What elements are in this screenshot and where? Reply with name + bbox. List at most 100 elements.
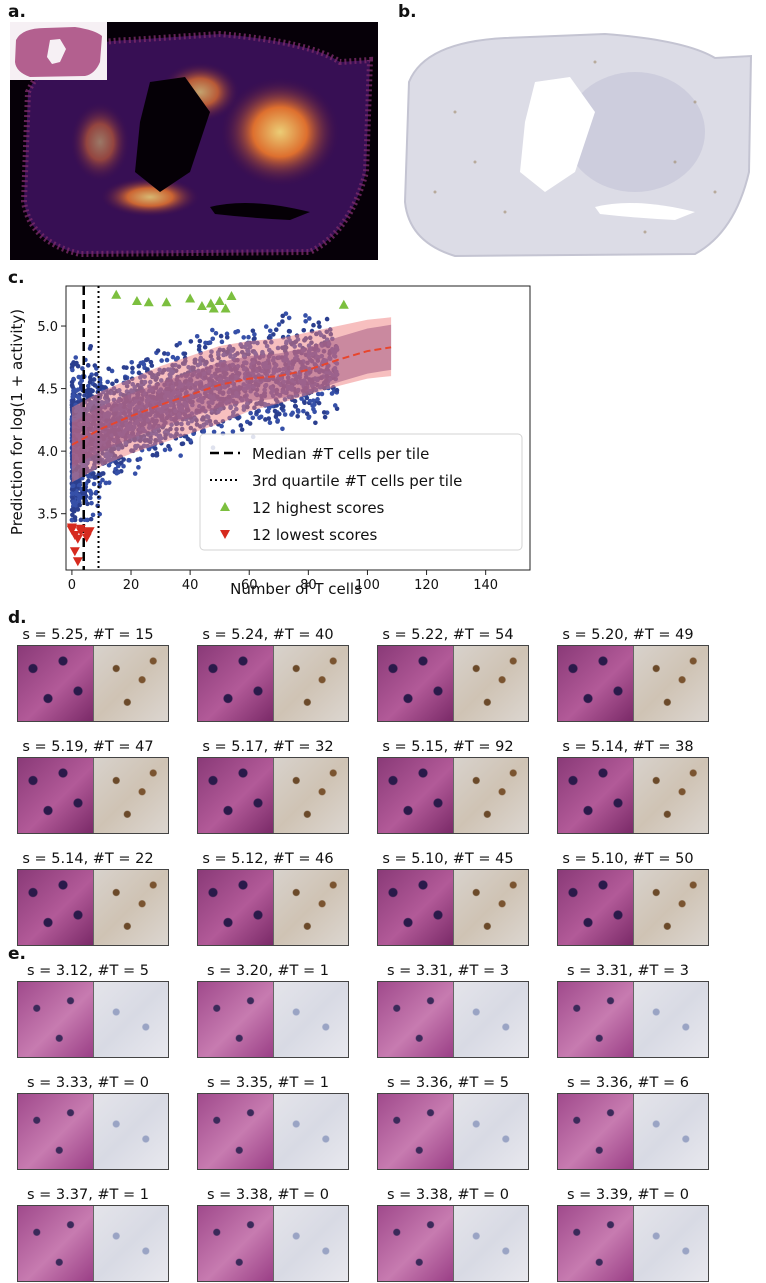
scatter-point xyxy=(129,359,135,365)
scatter-point xyxy=(85,387,91,393)
scatter-point xyxy=(121,365,127,370)
scatter-point xyxy=(334,387,340,393)
scatter-point xyxy=(246,334,251,340)
tile-pair-group: s = 3.31, #T = 3 xyxy=(552,963,709,1059)
scatter-point xyxy=(306,415,311,421)
scatter-point xyxy=(250,328,256,334)
scatter-point xyxy=(130,365,135,371)
scatter-point xyxy=(252,332,257,337)
scatter-point xyxy=(321,410,327,415)
tile-score-label: s = 3.36, #T = 6 xyxy=(566,1075,690,1091)
tile-pair-group: s = 3.36, #T = 5 xyxy=(372,1075,529,1171)
tile-score-label: s = 5.12, #T = 46 xyxy=(202,851,334,867)
scatter-point xyxy=(299,396,304,401)
scatter-point xyxy=(109,368,115,374)
scatter-point xyxy=(290,410,295,416)
scatter-point xyxy=(254,409,260,415)
scatter-chart: Prediction for log(1 + activity) Number … xyxy=(8,285,531,598)
tile-image-pair xyxy=(377,981,529,1058)
scatter-point xyxy=(144,357,149,363)
x-tick-label: 100 xyxy=(355,578,380,593)
scatter-point xyxy=(155,348,161,353)
ihc-tile-image xyxy=(93,1094,168,1169)
ihc-tile-image xyxy=(453,982,528,1057)
scatter-point xyxy=(316,400,322,406)
scatter-point xyxy=(197,338,203,344)
tile-pair-group: s = 5.22, #T = 54 xyxy=(372,627,529,723)
scatter-point xyxy=(224,331,230,337)
he-tile-image xyxy=(18,1094,94,1169)
tile-image-pair xyxy=(377,869,529,946)
scatter-point xyxy=(248,410,253,416)
tile-pair-group: s = 3.31, #T = 3 xyxy=(372,963,529,1059)
scatter-point xyxy=(100,477,105,483)
activity-heatmap-image xyxy=(10,22,378,260)
tile-score-label: s = 3.38, #T = 0 xyxy=(386,1187,510,1203)
tile-image-pair xyxy=(197,869,349,946)
scatter-point xyxy=(177,340,183,346)
scatter-point xyxy=(106,366,112,372)
confidence-band xyxy=(71,317,392,483)
tile-pair-group: s = 3.36, #T = 6 xyxy=(552,1075,709,1171)
x-tick-label: 80 xyxy=(300,578,317,593)
scatter-point xyxy=(110,381,115,387)
he-tile-image xyxy=(18,982,94,1057)
scatter-point xyxy=(105,379,110,385)
he-tile-image xyxy=(558,982,634,1057)
scatter-point xyxy=(170,354,176,360)
scatter-point xyxy=(322,414,328,420)
scatter-point xyxy=(180,441,186,446)
scatter-point xyxy=(272,408,278,414)
scatter-point xyxy=(159,358,164,363)
tile-pair-group: s = 5.12, #T = 46 xyxy=(192,851,349,947)
tile-score-label: s = 3.20, #T = 1 xyxy=(206,963,330,979)
he-tile-image xyxy=(18,646,94,721)
scatter-point xyxy=(332,403,338,408)
lowest-score-marker xyxy=(81,533,92,543)
tile-image-pair xyxy=(197,1093,349,1170)
he-tile-image xyxy=(18,758,94,833)
y-tick-label: 4.5 xyxy=(37,383,58,398)
scatter-point xyxy=(239,427,245,432)
he-tile-image xyxy=(18,1206,94,1281)
x-tick-label: 0 xyxy=(68,578,76,593)
scatter-point xyxy=(286,315,292,321)
scatter-point xyxy=(70,499,76,505)
x-tick-label: 20 xyxy=(123,578,140,593)
tile-image-pair xyxy=(197,1205,349,1282)
scatter-point xyxy=(114,470,120,476)
lowest-score-marker xyxy=(69,547,80,557)
scatter-point xyxy=(114,378,119,384)
scatter-point xyxy=(100,471,106,476)
scatter-point xyxy=(93,372,99,377)
scatter-point xyxy=(82,393,87,398)
x-axis-label: Number of T cells xyxy=(230,580,362,598)
scatter-point xyxy=(90,512,96,518)
highest-score-marker xyxy=(131,296,142,306)
highest-score-marker xyxy=(208,303,219,313)
scatter-point xyxy=(252,336,257,341)
tile-pair-group: s = 5.17, #T = 32 xyxy=(192,739,349,835)
tile-score-label: s = 3.36, #T = 5 xyxy=(386,1075,510,1091)
ihc-tile-image xyxy=(453,758,528,833)
panel-label-a: a. xyxy=(8,2,26,22)
scatter-point xyxy=(311,322,316,328)
scatter-point xyxy=(85,517,90,523)
scatter-point xyxy=(80,366,85,371)
scatter-point xyxy=(283,311,289,316)
scatter-point xyxy=(235,328,241,334)
scatter-point xyxy=(266,416,272,421)
ihc-tile-image xyxy=(453,870,528,945)
he-tile-image xyxy=(558,646,634,721)
tile-image-pair xyxy=(557,981,709,1058)
scatter-point xyxy=(257,415,262,421)
scatter-point xyxy=(307,316,312,321)
lowest-score-marker xyxy=(66,524,77,534)
tile-pair-group: s = 5.24, #T = 40 xyxy=(192,627,349,723)
thumbnail-svg xyxy=(10,22,107,80)
he-tile-image xyxy=(198,758,274,833)
tile-pair-group: s = 5.10, #T = 45 xyxy=(372,851,529,947)
scatter-point xyxy=(304,411,310,416)
trend-line xyxy=(71,346,392,446)
tile-score-label: s = 5.20, #T = 49 xyxy=(562,627,694,643)
